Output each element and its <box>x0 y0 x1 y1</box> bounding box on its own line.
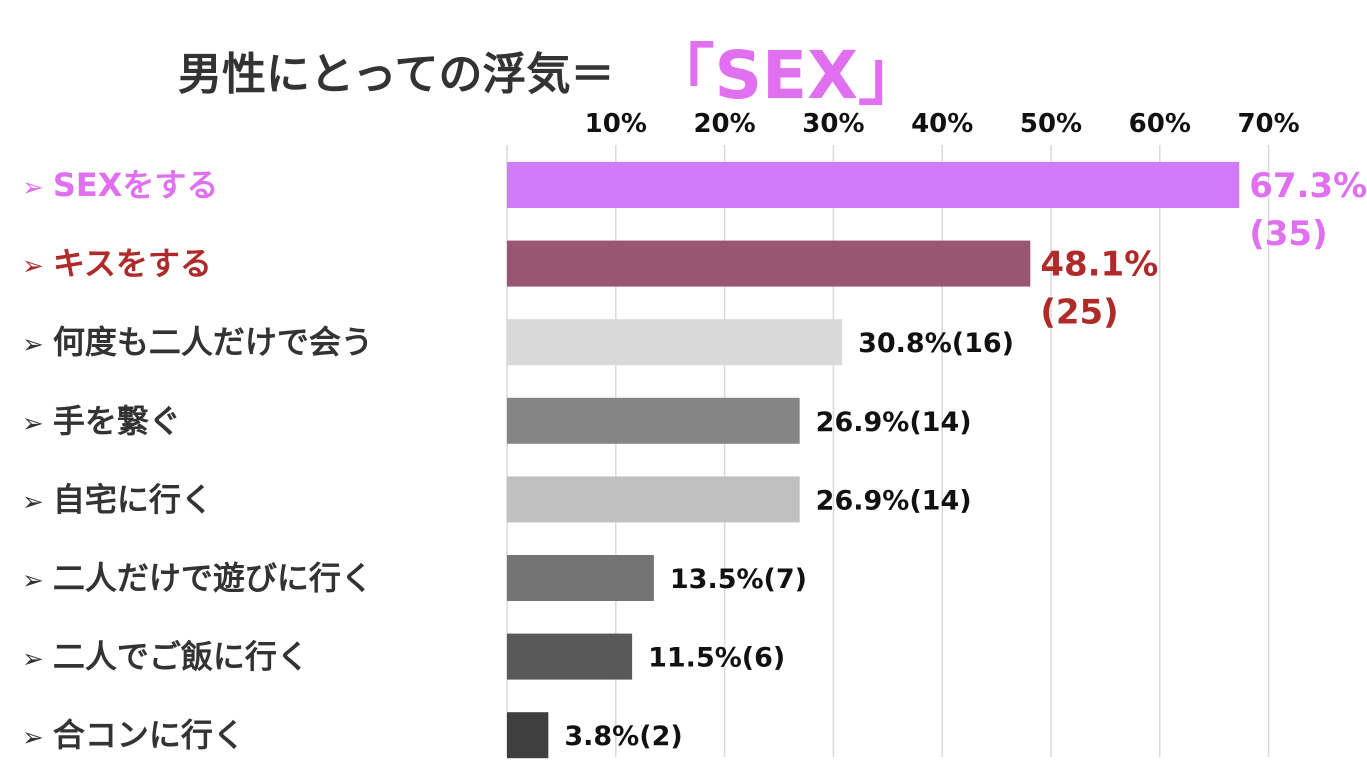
x-tick-label: 40% <box>911 109 973 139</box>
x-tick-label: 50% <box>1020 109 1082 139</box>
category-label: ➢ キスをする <box>22 245 212 283</box>
category-text: 合コンに行く <box>53 716 245 754</box>
category-label: ➢ 手を繋ぐ <box>22 402 181 440</box>
chart-title-accent: 「SEX」 <box>648 37 924 114</box>
category-text: SEXをする <box>53 166 219 204</box>
bullet-arrow-icon: ➢ <box>22 409 53 439</box>
bar <box>507 633 633 680</box>
bullet-arrow-icon: ➢ <box>22 566 53 596</box>
bar <box>507 397 800 444</box>
category-label: ➢ 二人だけで遊びに行く <box>22 559 373 597</box>
bar <box>507 240 1031 287</box>
data-label-count: (25) <box>1040 293 1118 333</box>
category-text: 二人だけで遊びに行く <box>53 559 373 597</box>
data-label: 67.3% <box>1249 166 1367 206</box>
data-label: 48.1% <box>1040 245 1158 285</box>
x-tick-label: 60% <box>1129 109 1191 139</box>
bullet-arrow-icon: ➢ <box>22 645 53 675</box>
category-label: ➢ 何度も二人だけで会う <box>22 323 373 361</box>
bar <box>507 712 549 759</box>
category-text: 自宅に行く <box>53 480 213 518</box>
category-label: ➢ SEXをする <box>22 166 218 204</box>
data-label: 26.9%(14) <box>816 485 972 516</box>
bullet-arrow-icon: ➢ <box>22 723 53 753</box>
x-tick-label: 10% <box>585 109 647 139</box>
data-label: 26.9%(14) <box>816 407 972 438</box>
x-tick-label: 70% <box>1237 109 1299 139</box>
bullet-arrow-icon: ➢ <box>22 252 53 282</box>
data-label-count: (35) <box>1249 214 1327 254</box>
category-text: 何度も二人だけで会う <box>53 323 373 361</box>
category-text: キスをする <box>53 245 212 283</box>
data-label: 3.8%(2) <box>564 721 682 752</box>
category-text: 二人でご飯に行く <box>53 638 309 676</box>
category-label: ➢ 自宅に行く <box>22 480 213 518</box>
x-tick-label: 20% <box>693 109 755 139</box>
chart-title-main: 男性にとっての浮気＝ <box>178 49 615 100</box>
data-label: 11.5%(6) <box>648 643 785 674</box>
bullet-arrow-icon: ➢ <box>22 330 53 360</box>
bar <box>507 162 1240 208</box>
bullet-arrow-icon: ➢ <box>22 487 53 517</box>
category-text: 手を繋ぐ <box>53 402 181 440</box>
x-tick-label: 30% <box>802 109 864 139</box>
data-label: 30.8%(16) <box>858 328 1014 359</box>
chart-title: 男性にとっての浮気＝ 「SEX」 <box>178 22 924 118</box>
bar <box>507 555 654 601</box>
bullet-arrow-icon: ➢ <box>22 173 53 203</box>
bar <box>507 476 800 523</box>
data-label: 13.5%(7) <box>670 564 807 595</box>
category-label: ➢ 二人でご飯に行く <box>22 638 309 676</box>
category-label: ➢ 合コンに行く <box>22 716 245 754</box>
bar <box>507 319 843 366</box>
